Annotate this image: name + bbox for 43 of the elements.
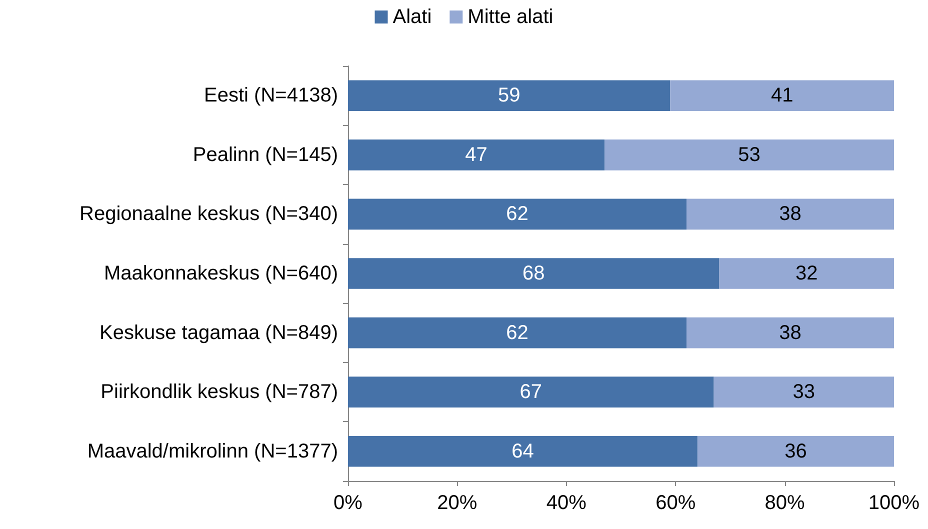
data-label: 38: [779, 322, 802, 344]
bar: [697, 436, 894, 467]
x-tick-label: 0%: [334, 492, 363, 514]
data-label: 53: [738, 144, 760, 166]
bar: [719, 258, 894, 289]
legend-label: Mitte alati: [468, 6, 554, 28]
data-label: 38: [779, 203, 802, 226]
data-label: 59: [498, 84, 520, 107]
bar: [604, 140, 894, 170]
bar: [348, 198, 687, 230]
bar: [670, 80, 894, 112]
data-label: 41: [770, 84, 794, 107]
data-label: 62: [506, 203, 528, 226]
bar: [348, 436, 698, 467]
x-tick-label: 80%: [764, 492, 806, 514]
x-tick-label: 40%: [546, 492, 587, 514]
data-label: 62: [506, 322, 528, 344]
bar: [348, 140, 605, 170]
bar: [348, 258, 720, 289]
bar: [348, 317, 687, 348]
bar: [686, 198, 894, 230]
bar: [714, 376, 894, 408]
data-label: 32: [796, 262, 818, 284]
y-tick-label: Regionaalne keskus (N=340): [80, 203, 338, 226]
x-tick-label: 100%: [868, 492, 920, 514]
y-tick-label: Maakonnakeskus (N=640): [104, 262, 338, 284]
x-tick-label: 60%: [656, 492, 696, 514]
data-label: 36: [784, 440, 807, 462]
data-label: 47: [465, 144, 488, 166]
x-tick-label: 20%: [437, 492, 478, 514]
legend-label: Alati: [392, 6, 432, 28]
y-tick-label: Eesti (N=4138): [204, 84, 338, 107]
y-tick-label: Maavald/mikrolinn (N=1377): [87, 440, 338, 462]
y-tick-label: Pealinn (N=145): [192, 144, 338, 166]
y-tick-label: Piirkondlik keskus (N=787): [100, 381, 338, 404]
data-label: 68: [522, 262, 545, 284]
bar: [348, 80, 670, 112]
bar: [348, 376, 714, 408]
y-tick-label: Keskuse tagamaa (N=849): [100, 322, 338, 344]
data-label: 67: [520, 381, 542, 404]
data-label: 64: [512, 440, 534, 462]
data-label: 33: [792, 381, 816, 404]
bar: [686, 317, 894, 348]
